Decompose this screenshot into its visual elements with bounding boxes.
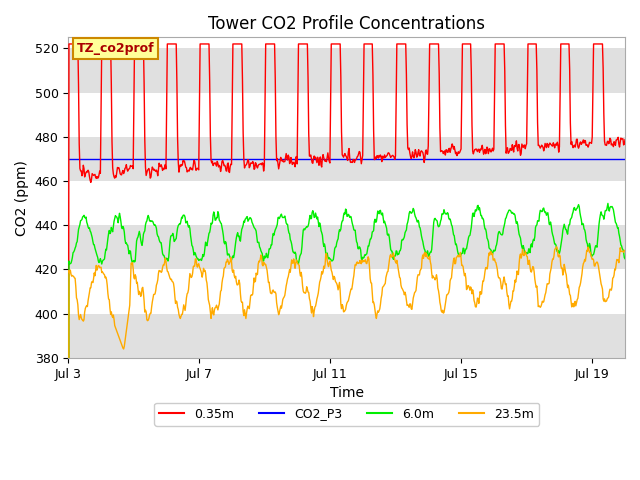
Bar xyxy=(68,225,625,269)
Legend: 0.35m, CO2_P3, 6.0m, 23.5m: 0.35m, CO2_P3, 6.0m, 23.5m xyxy=(154,403,539,425)
Title: Tower CO2 Profile Concentrations: Tower CO2 Profile Concentrations xyxy=(208,15,485,33)
Bar xyxy=(68,137,625,181)
Text: TZ_co2prof: TZ_co2prof xyxy=(77,42,154,55)
Y-axis label: CO2 (ppm): CO2 (ppm) xyxy=(15,160,29,236)
Bar xyxy=(68,48,625,93)
X-axis label: Time: Time xyxy=(330,386,364,400)
Bar xyxy=(68,313,625,358)
